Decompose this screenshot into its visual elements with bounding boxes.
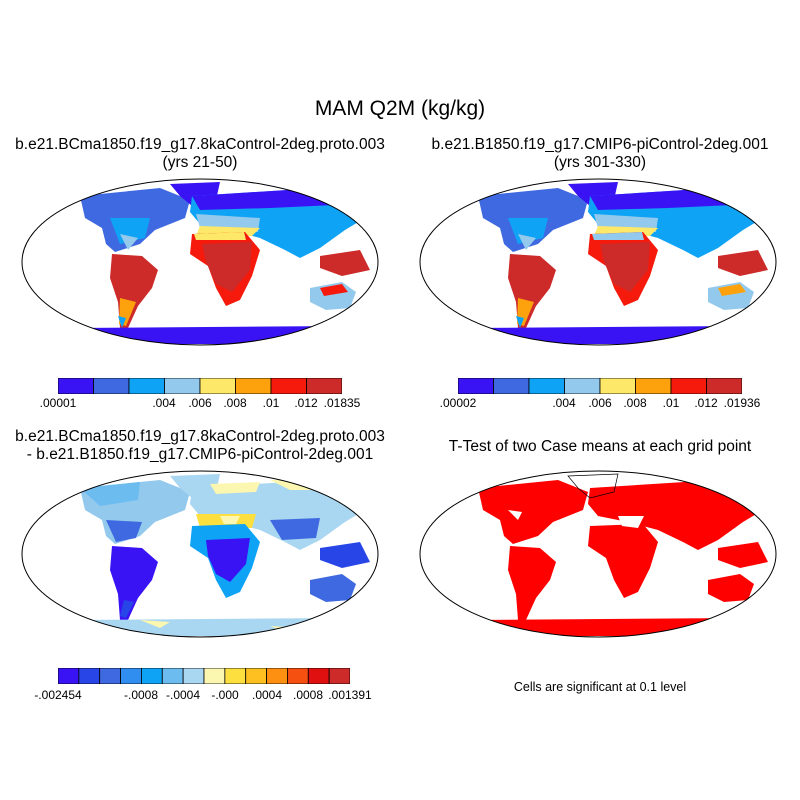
panel2-colorbar-labels: .00002 .004 .006 .008 .01 .012 .01936	[440, 396, 761, 412]
panel3-map	[21, 470, 379, 638]
panel3-colorbar-tick: -.000	[211, 688, 239, 702]
panel1-map	[21, 178, 379, 346]
colorbar-box	[141, 668, 163, 684]
colorbar-box	[528, 378, 565, 394]
colorbar-box	[99, 668, 121, 684]
panel4-footnote: Cells are significant at 0.1 level	[513, 680, 687, 694]
panel1-colorbar-tick: .008	[223, 396, 247, 410]
colorbar-box	[58, 378, 94, 394]
colorbar-box	[93, 378, 130, 394]
panel2-map	[419, 178, 777, 346]
colorbar-box	[78, 668, 101, 684]
panel3-colorbar-tick: .001391	[328, 688, 372, 702]
colorbar-box	[203, 668, 226, 684]
colorbar-box	[58, 668, 80, 684]
panel3-colorbar-tick: .0004	[251, 688, 283, 702]
colorbar-box	[493, 378, 530, 394]
colorbar-box	[458, 378, 494, 394]
panel3-colorbar-tick: .0008	[292, 688, 324, 702]
colorbar-box	[287, 668, 309, 684]
panel1-title: b.e21.BCma1850.f19_g17.8kaControl-2deg.p…	[0, 136, 400, 172]
panel1-colorbar-labels: .00001 .004 .006 .008 .01 .012 .01835	[40, 396, 361, 412]
panel1-colorbar-tick: .004	[152, 396, 176, 410]
panel3-title-line1: b.e21.BCma1850.f19_g17.8kaControl-2deg.p…	[15, 428, 385, 445]
panel4-title-line1: T-Test of two Case means at each grid po…	[448, 438, 752, 455]
colorbar-box	[182, 668, 205, 684]
colorbar-box	[199, 378, 236, 394]
panel1-colorbar-tick: .006	[188, 396, 212, 410]
colorbar-box	[161, 668, 184, 684]
colorbar-box	[635, 378, 672, 394]
colorbar-box	[599, 378, 636, 394]
panel2-colorbar-tick: .01936	[723, 396, 761, 410]
panel2-colorbar-tick: .01	[662, 396, 680, 410]
colorbar-box	[670, 378, 707, 394]
colorbar-box	[564, 378, 601, 394]
panel3-colorbar	[58, 668, 350, 684]
colorbar-box	[235, 378, 272, 394]
panel2-colorbar-tick: .006	[588, 396, 612, 410]
colorbar-box	[224, 668, 247, 684]
panel2-colorbar-tick: .012	[694, 396, 718, 410]
panel3-title-line2: - b.e21.B1850.f19_g17.CMIP6-piControl-2d…	[26, 446, 374, 463]
panel2-colorbar-tick: .008	[623, 396, 647, 410]
panel2-title-line2: (yrs 301-330)	[553, 154, 647, 171]
colorbar-box	[245, 668, 267, 684]
colorbar-box	[306, 378, 342, 394]
panel1-title-line2: (yrs 21-50)	[162, 154, 238, 171]
panel2-title-line1: b.e21.B1850.f19_g17.CMIP6-piControl-2deg…	[431, 136, 769, 153]
panel3-colorbar-tick: -.002454	[34, 688, 82, 702]
panel1-colorbar-tick: .00001	[39, 396, 77, 410]
panel2-colorbar-tick: .00002	[439, 396, 477, 410]
panel3-colorbar-tick: -.0008	[123, 688, 159, 702]
colorbar-box	[266, 668, 288, 684]
colorbar-box	[270, 378, 307, 394]
panel1-colorbar-tick: .012	[294, 396, 318, 410]
panel1-colorbar	[58, 378, 342, 394]
panel3-colorbar-tick: -.0004	[165, 688, 201, 702]
colorbar-box	[328, 668, 350, 684]
colorbar-box	[128, 378, 165, 394]
panel1-colorbar-tick: .01	[262, 396, 280, 410]
colorbar-box	[120, 668, 142, 684]
panel2-colorbar	[458, 378, 742, 394]
panel2-title: b.e21.B1850.f19_g17.CMIP6-piControl-2deg…	[400, 136, 800, 172]
panel1-title-line1: b.e21.BCma1850.f19_g17.8kaControl-2deg.p…	[15, 136, 385, 153]
panel2-colorbar-tick: .004	[552, 396, 576, 410]
panel3-colorbar-labels: -.002454 -.0008 -.0004 -.000 .0004 .0008…	[34, 688, 371, 704]
figure-title: MAM Q2M (kg/kg)	[314, 97, 486, 120]
panel3-title: b.e21.BCma1850.f19_g17.8kaControl-2deg.p…	[0, 428, 400, 464]
panel4-title: T-Test of two Case means at each grid po…	[400, 438, 800, 456]
colorbar-box	[307, 668, 330, 684]
panel1-colorbar-tick: .01835	[323, 396, 361, 410]
panel4-map	[419, 470, 777, 638]
colorbar-box	[706, 378, 742, 394]
colorbar-box	[164, 378, 201, 394]
